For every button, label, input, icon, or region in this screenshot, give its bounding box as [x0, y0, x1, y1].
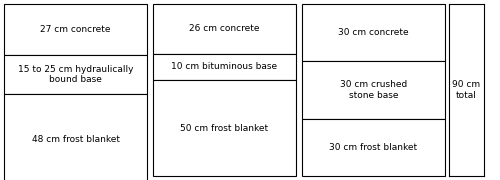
Text: 26 cm concrete: 26 cm concrete — [189, 24, 260, 33]
Bar — [302, 119, 445, 176]
Bar — [4, 55, 147, 94]
Text: 10 cm bituminous base: 10 cm bituminous base — [172, 62, 278, 71]
Bar — [302, 4, 445, 61]
Bar — [153, 4, 296, 53]
Bar — [153, 80, 296, 176]
Text: 30 cm concrete: 30 cm concrete — [338, 28, 409, 37]
Text: 30 cm crushed
stone base: 30 cm crushed stone base — [340, 80, 407, 100]
Bar — [302, 61, 445, 119]
Bar — [4, 94, 147, 180]
Bar — [153, 53, 296, 80]
Text: 90 cm
total: 90 cm total — [452, 80, 480, 100]
Text: 50 cm frost blanket: 50 cm frost blanket — [180, 124, 268, 133]
Bar — [4, 4, 147, 55]
Text: 27 cm concrete: 27 cm concrete — [40, 25, 111, 34]
Text: 48 cm frost blanket: 48 cm frost blanket — [32, 135, 120, 144]
Text: 15 to 25 cm hydraulically
bound base: 15 to 25 cm hydraulically bound base — [18, 65, 133, 84]
Text: 30 cm frost blanket: 30 cm frost blanket — [330, 143, 418, 152]
